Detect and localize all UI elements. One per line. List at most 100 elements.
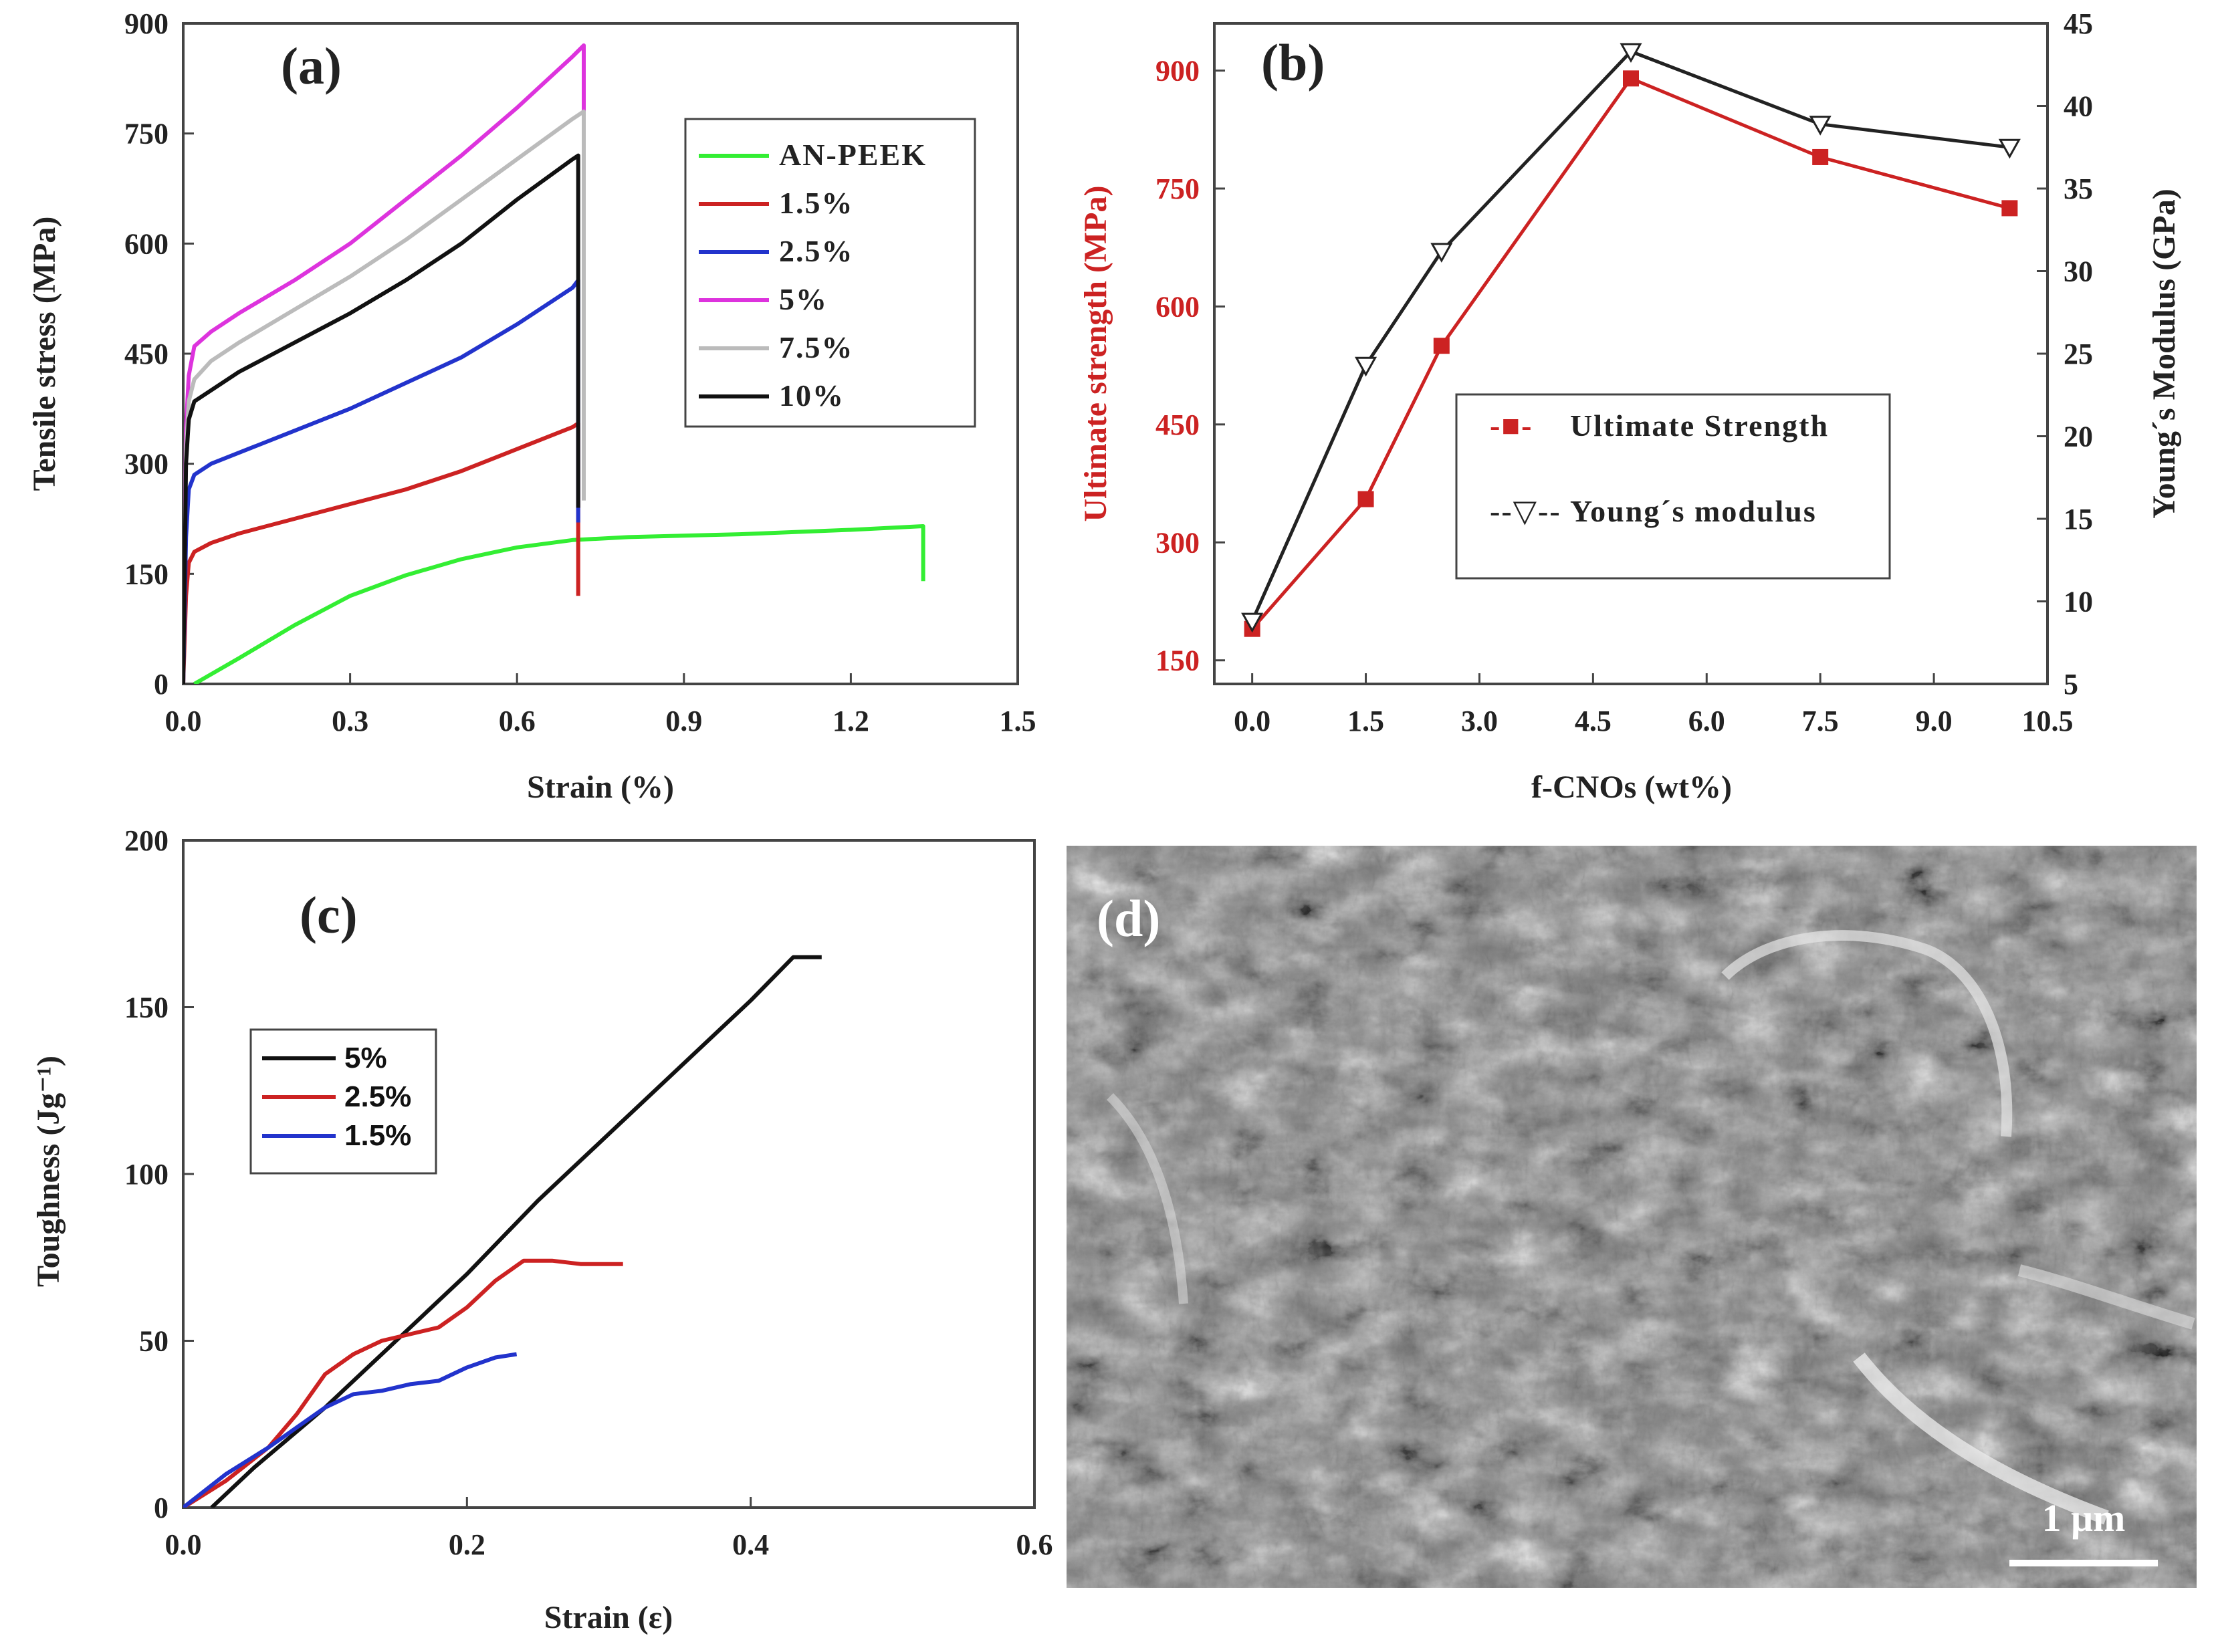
- y-tick-label: 100: [124, 1158, 169, 1191]
- data-point-strength: [1357, 491, 1374, 507]
- x-tick-label: 0.6: [1016, 1528, 1053, 1561]
- series-line-b-1: [1250, 49, 2010, 622]
- y-right-tick-label: 45: [2064, 7, 2093, 40]
- legend-label: 5%: [344, 1042, 387, 1074]
- data-point-strength: [1433, 338, 1450, 354]
- legend-label: 2.5%: [779, 234, 854, 268]
- y-tick-label: 0: [154, 668, 169, 701]
- sem-scale-bar-label: 1 μm: [2042, 1496, 2126, 1540]
- chart-c-panel-label: (c): [300, 886, 358, 944]
- sem-image-fine-texture: [1067, 846, 2197, 1588]
- y-tick-label: 450: [1155, 408, 1200, 441]
- x-tick-label: 0.9: [665, 705, 702, 737]
- legend-label: 1.5%: [779, 186, 854, 220]
- data-point-modulus: [1809, 116, 1832, 136]
- chart-a-legend: AN-PEEK 1.5% 2.5% 5% 7.5% 10%: [684, 118, 976, 428]
- chart-a-panel-label: (a): [281, 37, 342, 95]
- x-tick-label: 1.5: [1000, 705, 1036, 737]
- y-tick-label: 300: [124, 448, 169, 481]
- sem-panel-label: (d): [1097, 889, 1160, 947]
- data-point-strength: [2001, 200, 2018, 217]
- chart-c-legend-box: [249, 1028, 437, 1175]
- y-tick-label: 150: [1155, 644, 1200, 677]
- chart-b-ylabel-left: Ultimate strength (MPa): [1078, 186, 1113, 522]
- sem-fiber-2: [1853, 1352, 2109, 1525]
- chart-c-ylabel: Toughness (Jg⁻¹): [31, 1056, 66, 1287]
- sem-fiber-1: [1721, 930, 2013, 1137]
- data-point-modulus: [1241, 612, 1264, 633]
- series-line-a-2: [183, 278, 580, 684]
- x-tick-label: 0.0: [1234, 705, 1270, 737]
- y-right-tick-label: 10: [2064, 586, 2093, 618]
- data-point-strength: [1623, 70, 1639, 87]
- legend-label: 7.5%: [779, 330, 854, 364]
- series-line-a-0: [193, 524, 925, 684]
- chart-a-ticks: 0.0 0.3 0.6 0.9 1.2 1.5 0 150 300 450 600 750 900: [124, 7, 1036, 737]
- y-tick-label: 200: [124, 824, 169, 857]
- series-line-c-0: [210, 955, 822, 1508]
- sem-scale-bar: [2009, 1560, 2158, 1566]
- series-line-a-5: [183, 153, 580, 684]
- data-point-strength: [1812, 148, 1829, 165]
- sem-fiber-4: [1107, 1093, 1188, 1304]
- legend-label: 2.5%: [344, 1080, 411, 1113]
- chart-b-series: [1241, 43, 2021, 637]
- y-tick-label: 600: [124, 227, 169, 260]
- y-right-tick-label: 25: [2064, 338, 2093, 370]
- chart-b-ylabel-right: Young´s Modulus (GPa): [2146, 189, 2182, 518]
- legend-label: AN-PEEK: [779, 138, 927, 172]
- chart-c-ticks: 0.0 0.2 0.4 0.6 0 50 100 150 200: [124, 824, 1053, 1561]
- legend-marker: -■-: [1490, 408, 1533, 443]
- chart-a-xlabel: Strain (%): [527, 770, 674, 805]
- y-tick-label: 600: [1155, 290, 1200, 323]
- sem-image-panel: (d) 1 μm: [1067, 846, 2197, 1588]
- chart-b-legend: -■- Ultimate Strength --▽-- Young´s modulus: [1455, 393, 1891, 580]
- chart-c-series: [183, 955, 822, 1508]
- sem-fiber-3: [2017, 1264, 2195, 1330]
- x-tick-label: 1.2: [833, 705, 869, 737]
- x-tick-label: 0.4: [732, 1528, 769, 1561]
- x-tick-label: 0.3: [332, 705, 368, 737]
- series-line-b-0: [1250, 76, 2011, 630]
- y-tick-label: 50: [139, 1325, 169, 1358]
- legend-label: 1.5%: [344, 1119, 411, 1152]
- x-tick-label: 0.0: [165, 1528, 202, 1561]
- chart-b-xlabel: f-CNOs (wt%): [1531, 770, 1732, 805]
- data-point-modulus: [1998, 138, 2021, 159]
- x-tick-label: 0.0: [165, 705, 202, 737]
- chart-a-series: [183, 43, 925, 684]
- chart-b-ticks: 0.0 1.5 3.0 4.5 6.0 7.5 9.0 10.5 150 300 450 600 750…: [1155, 7, 2093, 737]
- chart-b-panel-label: (b): [1261, 33, 1325, 92]
- series-line-c-2: [183, 1352, 518, 1508]
- series-line-c-1: [183, 1258, 623, 1508]
- y-tick-label: 900: [124, 7, 169, 40]
- chart-b: 0.0 1.5 3.0 4.5 6.0 7.5 9.0 10.5 150 300 450 600 750…: [1078, 7, 2182, 805]
- chart-a-ylabel: Tensile stress (MPa): [27, 217, 62, 491]
- y-tick-label: 150: [124, 558, 169, 590]
- chart-c-legend: 5% 2.5% 1.5%: [249, 1028, 437, 1175]
- y-right-tick-label: 40: [2064, 90, 2093, 123]
- x-tick-label: 3.0: [1461, 705, 1498, 737]
- y-right-tick-label: 20: [2064, 421, 2093, 453]
- y-tick-label: 300: [1155, 526, 1200, 559]
- series-line-a-4: [183, 109, 586, 684]
- y-tick-label: 900: [1155, 55, 1200, 88]
- data-point-modulus: [1620, 43, 1642, 64]
- x-tick-label: 0.2: [449, 1528, 485, 1561]
- series-line-a-1: [183, 421, 580, 684]
- x-tick-label: 0.6: [499, 705, 536, 737]
- x-tick-label: 9.0: [1916, 705, 1953, 737]
- data-point-modulus: [1354, 356, 1377, 377]
- y-tick-label: 0: [154, 1492, 169, 1524]
- chart-b-legend-box: [1455, 393, 1891, 580]
- y-tick-label: 750: [124, 118, 169, 150]
- y-right-tick-label: 5: [2064, 668, 2078, 701]
- legend-label: 10%: [779, 378, 845, 412]
- legend-label: 5%: [779, 282, 828, 316]
- chart-c-xlabel: Strain (ε): [544, 1600, 673, 1635]
- x-tick-label: 10.5: [2022, 705, 2074, 737]
- legend-label: Ultimate Strength: [1570, 408, 1829, 443]
- x-tick-label: 4.5: [1575, 705, 1612, 737]
